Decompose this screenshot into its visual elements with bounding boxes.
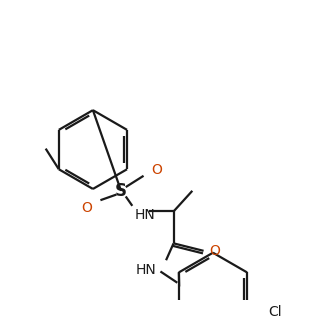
Text: O: O (151, 163, 162, 177)
Text: Cl: Cl (269, 305, 282, 318)
Text: HN: HN (136, 263, 157, 277)
Text: O: O (81, 201, 93, 215)
Text: O: O (209, 244, 220, 258)
Text: S: S (115, 182, 127, 200)
Text: HN: HN (134, 208, 155, 222)
